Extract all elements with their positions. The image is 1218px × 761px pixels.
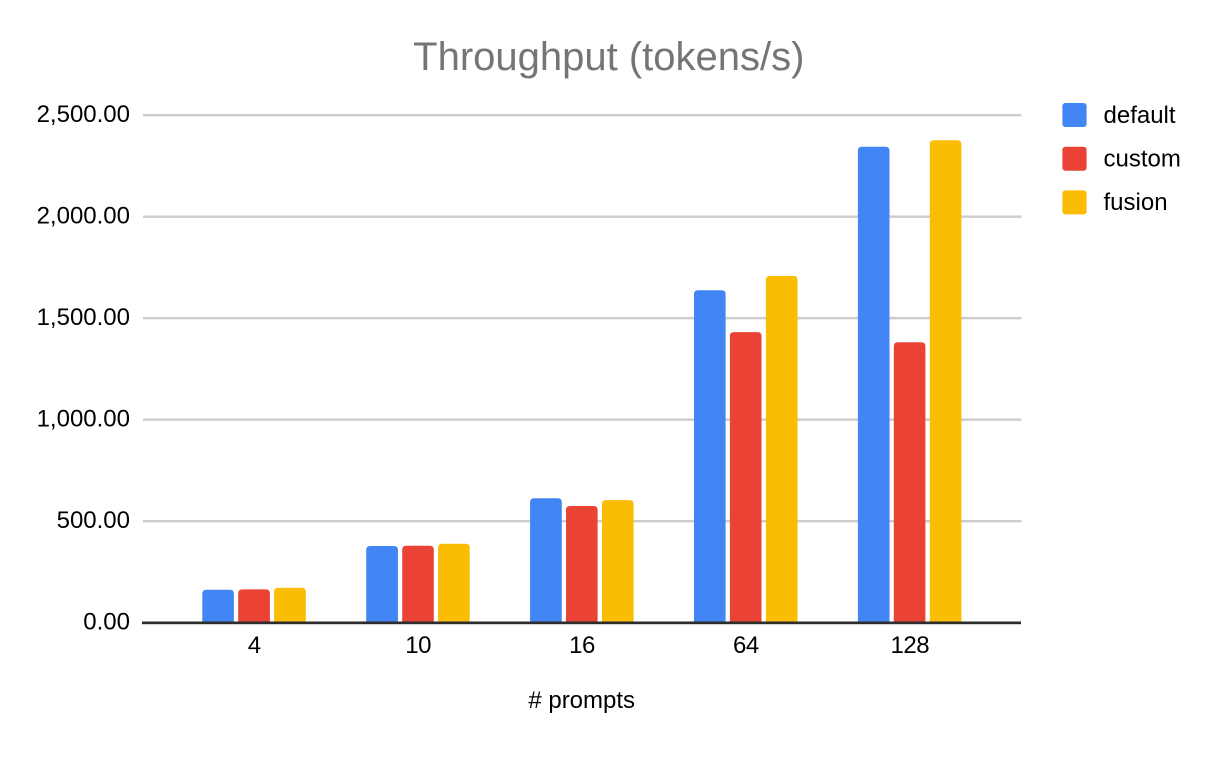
svg-text:500.00: 500.00 — [57, 507, 130, 534]
svg-text:2,500.00: 2,500.00 — [37, 101, 130, 128]
svg-text:2,000.00: 2,000.00 — [37, 203, 130, 230]
svg-text:128: 128 — [891, 632, 930, 659]
svg-text:16: 16 — [569, 632, 595, 659]
svg-text:10: 10 — [405, 632, 431, 659]
svg-text:Throughput (tokens/s): Throughput (tokens/s) — [413, 35, 804, 79]
svg-text:64: 64 — [733, 632, 759, 659]
svg-text:fusion: fusion — [1104, 189, 1168, 216]
svg-text:0.00: 0.00 — [83, 609, 130, 636]
svg-text:1,500.00: 1,500.00 — [37, 304, 130, 331]
svg-text:# prompts: # prompts — [528, 687, 635, 714]
svg-text:4: 4 — [248, 632, 261, 659]
svg-text:default: default — [1104, 102, 1176, 129]
svg-text:custom: custom — [1104, 146, 1181, 173]
svg-text:1,000.00: 1,000.00 — [37, 406, 130, 433]
